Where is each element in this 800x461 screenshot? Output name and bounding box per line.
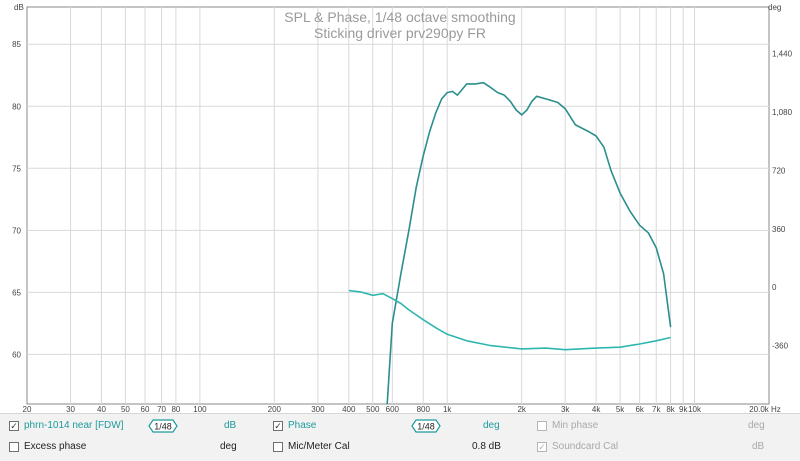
phase-smoothing-selector[interactable]: 1/48 <box>411 419 441 433</box>
x-tick-label: 40 <box>97 405 106 413</box>
y-left-tick-label: 80 <box>12 102 21 111</box>
x-tick-label: 6k <box>635 405 644 413</box>
y-right-tick-label: 0 <box>772 283 777 292</box>
spl-unit: dB <box>224 420 237 431</box>
plot-frame <box>26 6 770 405</box>
x-tick-label: 50 <box>121 405 130 413</box>
x-tick-label: 7k <box>652 405 661 413</box>
y-left-tick-label: 70 <box>12 226 21 235</box>
y-right-tick-label: -360 <box>772 342 789 351</box>
min-phase-unit: deg <box>748 420 765 431</box>
chart-title: SPL & Phase, 1/48 octave smoothing <box>284 9 515 25</box>
chart-subtitle: Sticking driver prv290py FR <box>314 25 486 41</box>
x-ticks: 20 30 40 50 60 70 80 100 200 300 400 500 600 800 1k 2k 3… <box>23 405 781 413</box>
x-tick-label: 2k <box>517 405 526 413</box>
y-right-ticks: -360 0 360 720 1,080 1,440 <box>772 50 793 351</box>
x-tick-label: 3k <box>561 405 570 413</box>
y-left-unit: dB <box>14 3 24 12</box>
x-tick-label: 10k <box>688 405 702 413</box>
x-tick-label: 8k <box>666 405 675 413</box>
plot-background <box>0 0 800 413</box>
mic-cal-checkbox[interactable] <box>273 442 283 452</box>
excess-phase-unit: deg <box>220 441 237 452</box>
x-tick-label: 20 <box>23 405 32 413</box>
phase-smoothing-value: 1/48 <box>417 422 435 432</box>
y-left-tick-label: 60 <box>12 350 21 359</box>
spl-smoothing-value: 1/48 <box>154 422 172 432</box>
x-tick-label: 20.0k Hz <box>749 405 781 413</box>
y-right-tick-label: 1,080 <box>772 108 793 117</box>
x-tick-label: 5k <box>616 405 625 413</box>
x-tick-label: 4k <box>592 405 601 413</box>
x-tick-label: 80 <box>171 405 180 413</box>
phase-series-line <box>348 289 671 351</box>
x-tick-label: 600 <box>386 405 400 413</box>
x-tick-label: 30 <box>66 405 75 413</box>
y-right-tick-label: 1,440 <box>772 50 793 59</box>
grid-lines <box>27 7 769 404</box>
y-left-tick-label: 85 <box>12 40 21 49</box>
spl-legend-label: phrn-1014 near [FDW] <box>24 420 124 431</box>
x-tick-label: 300 <box>311 405 325 413</box>
x-tick-label: 70 <box>157 405 166 413</box>
soundcard-cal-label: Soundcard Cal <box>552 441 619 452</box>
spl-smoothing-selector[interactable]: 1/48 <box>148 419 178 433</box>
y-right-tick-label: 360 <box>772 225 786 234</box>
excess-phase-checkbox[interactable] <box>9 442 19 452</box>
y-left-ticks: 60 65 70 75 80 85 <box>12 40 21 359</box>
x-tick-label: 500 <box>366 405 380 413</box>
x-tick-label: 800 <box>417 405 431 413</box>
x-tick-label: 1k <box>443 405 452 413</box>
series-layer <box>348 81 672 404</box>
min-phase-checkbox[interactable] <box>537 421 547 431</box>
soundcard-cal-unit: dB <box>752 441 765 452</box>
mic-cal-label: Mic/Meter Cal <box>288 441 350 452</box>
excess-phase-label: Excess phase <box>24 441 87 452</box>
mic-cal-value: 0.8 dB <box>472 441 501 452</box>
phase-legend-label: Phase <box>288 420 317 431</box>
phase-unit: deg <box>483 420 500 431</box>
x-tick-label: 60 <box>141 405 150 413</box>
x-tick-label: 200 <box>268 405 282 413</box>
phase-checkbox[interactable]: ✓ <box>273 421 283 431</box>
x-tick-label: 100 <box>193 405 207 413</box>
spl-checkbox[interactable]: ✓ <box>9 421 19 431</box>
y-left-tick-label: 75 <box>12 164 21 173</box>
spl-series-line <box>386 81 672 404</box>
spl-phase-chart: SPL & Phase, 1/48 octave smoothing Stick… <box>0 0 800 413</box>
y-right-unit: deg <box>768 3 781 12</box>
x-tick-label: 400 <box>342 405 356 413</box>
legend-panel: ✓ phrn-1014 near [FDW] 1/48 dB ✓ Phase 1… <box>0 413 800 461</box>
x-tick-label: 9k <box>679 405 688 413</box>
soundcard-cal-checkbox[interactable]: ✓ <box>537 442 547 452</box>
y-right-tick-label: 720 <box>772 166 786 175</box>
min-phase-label: Min phase <box>552 420 599 431</box>
y-left-tick-label: 65 <box>12 288 21 297</box>
